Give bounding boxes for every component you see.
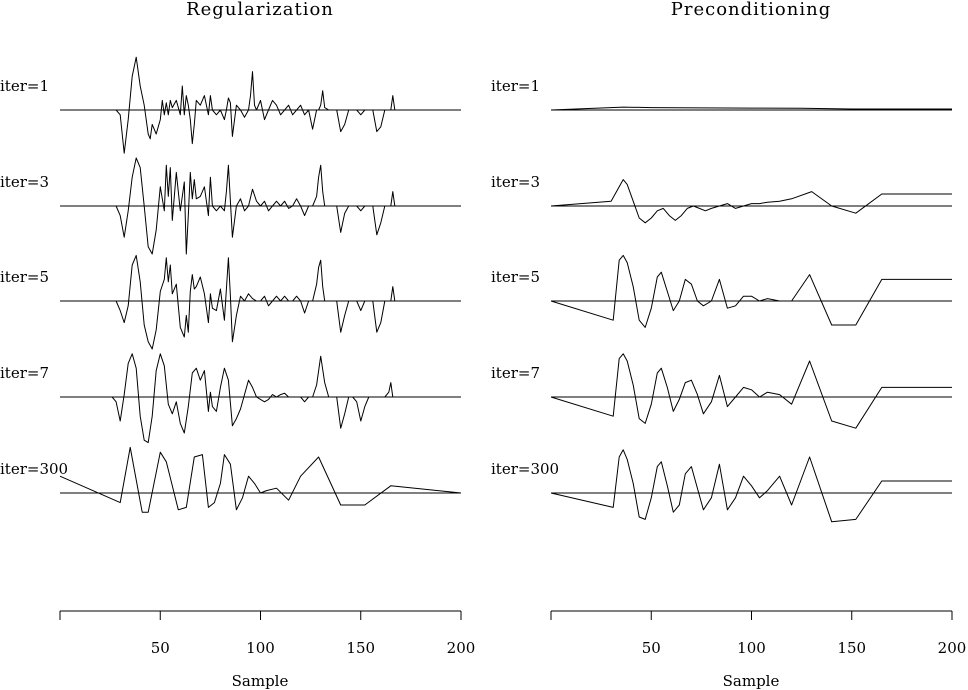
panel-title: Regularization [186,0,334,20]
trace-label: iter=7 [0,364,49,382]
panel-preconditioning: Preconditioning Sample iter=1 iter=3 iter=… [491,0,966,690]
trace-line [550,449,952,523]
panel-regularization: Regularization Sample iter=1 iter=3 iter=5… [0,0,475,690]
trace-label: iter=300 [491,460,559,478]
x-tick-label: 100 [737,639,766,657]
trace-label: iter=7 [491,364,540,382]
trace-line [550,353,952,429]
x-axis-label: Sample [723,672,780,690]
trace-label: iter=3 [491,173,540,191]
trace-line [60,254,461,350]
trace-line [60,157,461,255]
x-tick-label: 50 [151,639,170,657]
trace-line [60,56,461,154]
trace-label: iter=300 [0,460,68,478]
trace-label: iter=1 [0,77,49,95]
x-tick-label: 150 [837,639,866,657]
x-axis-label: Sample [232,672,289,690]
x-tick-label: 200 [938,639,967,657]
trace-line [59,446,462,513]
trace-label: iter=5 [0,268,49,286]
trace-line [550,254,952,328]
x-tick-label: 150 [346,639,375,657]
trace-line [60,353,461,444]
trace-label: iter=5 [491,268,540,286]
trace-line [550,106,952,111]
trace-label: iter=3 [0,173,49,191]
x-tick-label: 100 [246,639,275,657]
trace-label: iter=1 [491,77,540,95]
x-tick-label: 50 [642,639,661,657]
trace-line [550,179,952,224]
x-tick-label: 200 [447,639,476,657]
panel-title: Preconditioning [671,0,831,20]
